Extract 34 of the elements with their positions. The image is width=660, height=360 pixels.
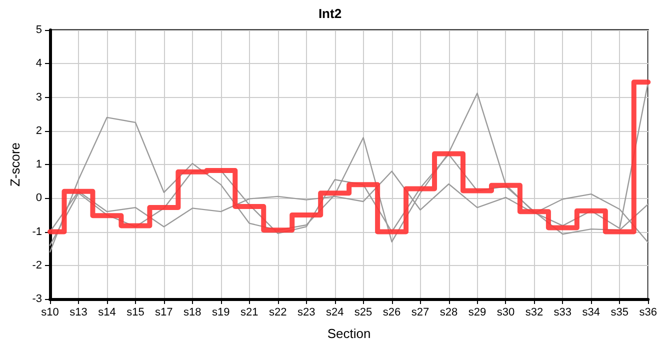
x-tick-label: s25	[354, 306, 372, 318]
x-tick-label: s35	[610, 306, 629, 318]
x-tick-label: s21	[240, 306, 258, 318]
x-tick-label: s15	[126, 306, 144, 318]
y-axis-title: Z-score	[7, 142, 22, 187]
chart-title: Int2	[318, 6, 342, 21]
y-tick-label: 0	[36, 192, 42, 204]
x-tick-label: s17	[155, 306, 173, 318]
x-tick-label: s28	[440, 306, 458, 318]
x-tick-label: s14	[98, 306, 116, 318]
y-tick-label: 4	[36, 58, 42, 70]
x-tick-label: s23	[297, 306, 316, 318]
x-tick-label: s33	[554, 306, 572, 318]
y-tick-label: -2	[32, 259, 42, 272]
y-tick-label: -3	[32, 293, 42, 305]
x-tick-label: s34	[582, 306, 600, 318]
x-tick-label: s30	[496, 306, 515, 318]
x-tick-label: s18	[184, 306, 202, 318]
x-tick-label: s13	[70, 306, 88, 318]
x-tick-label: s10	[41, 306, 59, 318]
x-tick-label: s36	[639, 306, 658, 318]
y-tick-label: 3	[36, 91, 42, 104]
x-tick-label: s32	[525, 306, 544, 318]
x-axis-title: Section	[327, 326, 371, 341]
x-tick-label: s22	[268, 306, 287, 318]
x-tick-label: s19	[212, 306, 230, 318]
y-tick-label: 1	[36, 158, 42, 170]
y-tick-label: 2	[36, 124, 42, 137]
x-tick-label: s24	[326, 306, 344, 318]
x-tick-label: s29	[468, 306, 486, 318]
y-tick-label: -1	[32, 226, 42, 238]
y-tick-label: 5	[36, 24, 42, 36]
x-tick-label: s26	[382, 306, 401, 318]
x-tick-label: s27	[411, 306, 430, 318]
